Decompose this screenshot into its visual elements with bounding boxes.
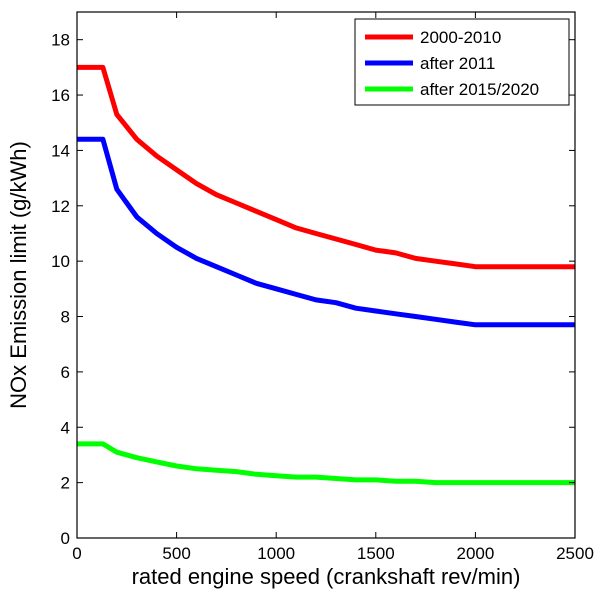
x-tick-label: 1000 [257, 544, 295, 563]
x-tick-label: 1500 [357, 544, 395, 563]
x-tick-label: 0 [72, 544, 81, 563]
y-tick-label: 14 [51, 141, 70, 160]
y-axis-label: NOx Emission limit (g/kWh) [6, 141, 31, 409]
y-tick-label: 2 [61, 474, 70, 493]
legend: 2000-2010 after 2011 after 2015/2020 [354, 18, 570, 106]
series-line-3 [77, 441, 575, 486]
y-tick-label: 10 [51, 252, 70, 271]
series-line-2 [77, 136, 575, 328]
series-layer [77, 64, 575, 486]
y-tick-label: 18 [51, 31, 70, 50]
legend-label: 2000-2010 [420, 28, 501, 47]
series-line-1 [77, 64, 575, 270]
x-axis-label: rated engine speed (crankshaft rev/min) [132, 564, 521, 589]
x-axis: 0 500 1000 1500 2000 2500 [72, 12, 594, 563]
y-tick-label: 12 [51, 197, 70, 216]
legend-label: after 2011 [420, 54, 495, 73]
x-tick-label: 2500 [556, 544, 594, 563]
y-tick-label: 16 [51, 86, 70, 105]
y-tick-label: 6 [61, 363, 70, 382]
y-axis: 0 2 4 6 8 10 12 14 16 18 [51, 31, 575, 548]
y-tick-label: 4 [61, 418, 70, 437]
x-tick-label: 2000 [456, 544, 494, 563]
x-tick-label: 500 [162, 544, 190, 563]
plot-frame [76, 11, 576, 539]
y-tick-label: 8 [61, 308, 70, 327]
legend-label: after 2015/2020 [420, 80, 539, 99]
y-tick-label: 0 [61, 529, 70, 548]
